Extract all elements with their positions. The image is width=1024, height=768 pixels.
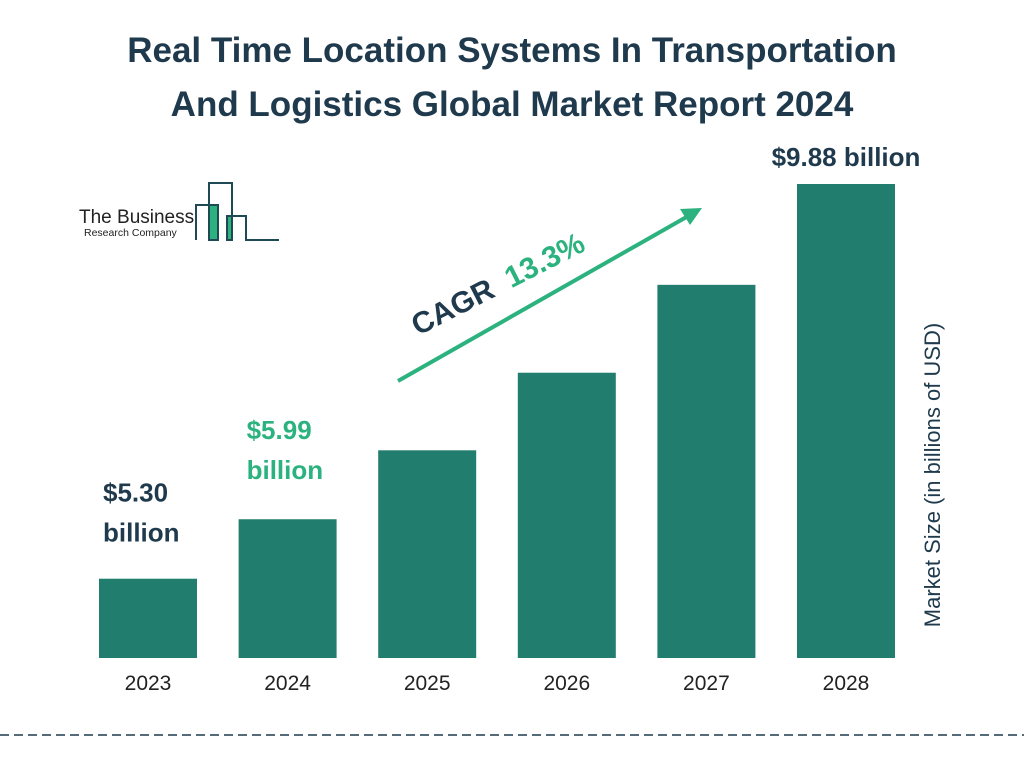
logo: The Business Research Company [79,182,279,241]
y-axis-label: Market Size (in billions of USD) [920,323,945,627]
data-label: $5.30 [103,478,168,508]
bar-2026 [517,372,616,658]
data-label: $5.99 [247,415,312,445]
bar-2025 [378,450,477,658]
logo-text-line2: Research Company [84,227,178,239]
cagr-value: 13.3% [499,227,590,295]
bar-2024 [238,519,337,658]
x-tick-label: 2028 [823,672,870,695]
cagr-arrow-line [397,213,691,383]
x-tick-label: 2026 [543,672,590,695]
data-label: $9.88 billion [772,142,921,172]
x-tick-label: 2027 [683,672,730,695]
x-tick-label: 2024 [264,672,311,695]
chart-title-line2: And Logistics Global Market Report 2024 [170,85,854,124]
bar-2028 [797,184,895,658]
bar-2027 [657,284,756,658]
data-label: billion [247,455,324,485]
chart-title-line1: Real Time Location Systems In Transporta… [127,31,897,70]
bar-2023 [99,578,197,658]
cagr-annotation: CAGR 13.3% [397,208,702,383]
x-tick-label: 2023 [125,672,172,695]
logo-text-line1: The Business [79,207,194,228]
data-label: billion [103,518,180,548]
x-tick-label: 2025 [404,672,451,695]
arrow-head-icon [680,208,702,225]
